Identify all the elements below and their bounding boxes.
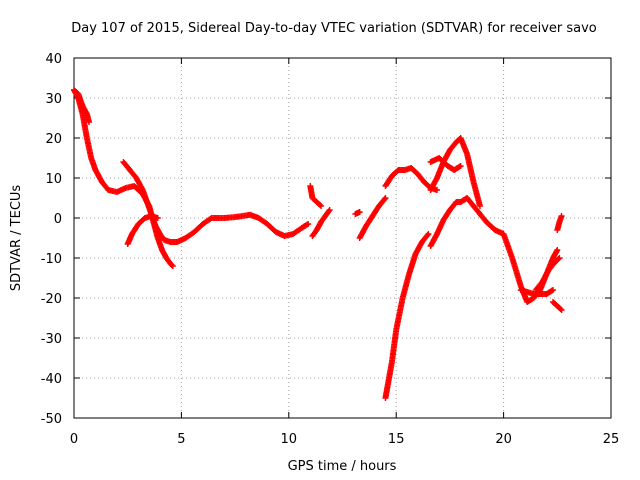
y-tick-label: 10 bbox=[45, 172, 62, 187]
plot-frame bbox=[73, 57, 612, 419]
x-tick-label: 25 bbox=[603, 432, 620, 447]
series-arc-16 bbox=[550, 299, 565, 313]
y-tick-label: 0 bbox=[54, 212, 62, 227]
data-point bbox=[326, 207, 333, 213]
data-points bbox=[71, 87, 565, 401]
data-point bbox=[555, 256, 562, 262]
series-arc-17 bbox=[554, 213, 565, 233]
x-tick-label: 10 bbox=[281, 432, 298, 447]
data-point bbox=[554, 247, 561, 253]
data-point bbox=[558, 307, 565, 313]
series-arc-4 bbox=[124, 213, 161, 247]
series-arc-12 bbox=[427, 135, 483, 209]
y-axis-label: SDTVAR / TECUs bbox=[9, 185, 24, 292]
y-tick-labels: -50 -40 -30 -20 -10 0 10 20 30 40 bbox=[41, 52, 62, 427]
data-point bbox=[316, 202, 323, 208]
data-point bbox=[168, 262, 175, 268]
data-point bbox=[457, 163, 464, 169]
grid bbox=[74, 58, 611, 418]
y-tick-label: 30 bbox=[45, 92, 62, 107]
x-axis-label: GPS time / hours bbox=[288, 459, 397, 474]
data-point bbox=[558, 213, 565, 219]
series-arc-7 bbox=[352, 209, 363, 217]
series-arc-8 bbox=[356, 195, 389, 241]
y-tick-label: -40 bbox=[41, 372, 62, 387]
axis-ticks bbox=[73, 57, 612, 419]
data-point bbox=[476, 203, 483, 209]
series-arc-5 bbox=[307, 183, 325, 209]
series-arc-13 bbox=[427, 155, 464, 173]
chart-title: Day 107 of 2015, Sidereal Day-to-day VTE… bbox=[71, 21, 597, 36]
x-tick-label: 15 bbox=[388, 432, 405, 447]
y-tick-label: 40 bbox=[45, 52, 62, 67]
data-point bbox=[434, 187, 441, 193]
y-tick-label: -10 bbox=[41, 252, 62, 267]
series-arc-10 bbox=[382, 231, 432, 401]
y-tick-label: -50 bbox=[41, 412, 62, 427]
data-point bbox=[424, 232, 431, 239]
x-tick-label: 20 bbox=[495, 432, 512, 447]
data-point bbox=[325, 208, 332, 215]
data-point bbox=[550, 287, 557, 293]
data-point bbox=[356, 209, 363, 215]
x-tick-label: 5 bbox=[177, 432, 185, 447]
data-point bbox=[557, 306, 564, 312]
data-point bbox=[382, 195, 389, 201]
data-point bbox=[318, 203, 325, 209]
data-point bbox=[381, 196, 388, 203]
x-tick-labels: 0 5 10 15 20 25 bbox=[70, 432, 619, 447]
data-point bbox=[154, 215, 161, 221]
x-tick-label: 0 bbox=[70, 432, 78, 447]
y-tick-label: -20 bbox=[41, 292, 62, 307]
series-arc-11 bbox=[427, 195, 561, 305]
series-arc-6 bbox=[309, 207, 333, 239]
data-point bbox=[425, 231, 432, 237]
series-arc-14 bbox=[532, 255, 563, 293]
data-point bbox=[169, 263, 176, 269]
series-arc-15 bbox=[517, 287, 557, 297]
series-arc-2 bbox=[71, 87, 93, 125]
y-tick-label: -30 bbox=[41, 332, 62, 347]
series-arc-3 bbox=[120, 159, 312, 245]
data-point bbox=[305, 221, 312, 227]
data-point bbox=[86, 119, 93, 125]
data-point bbox=[556, 255, 563, 261]
y-tick-label: 20 bbox=[45, 132, 62, 147]
